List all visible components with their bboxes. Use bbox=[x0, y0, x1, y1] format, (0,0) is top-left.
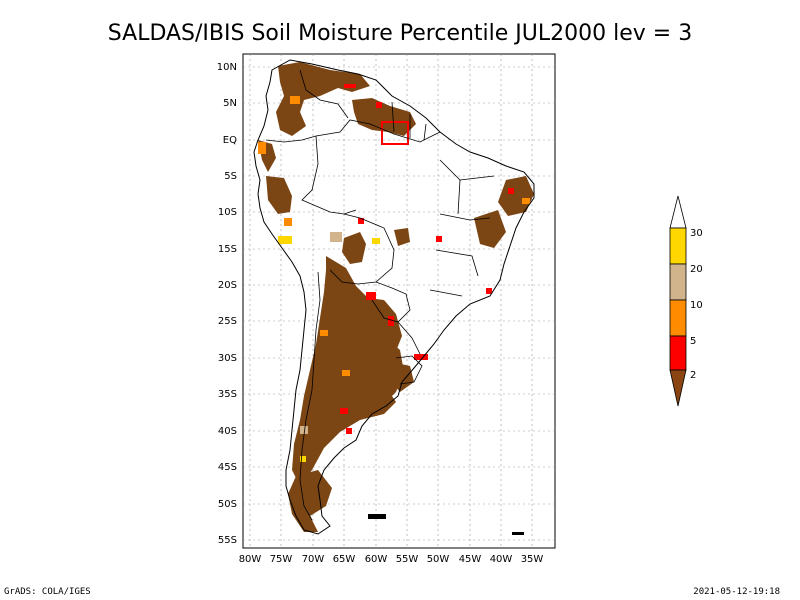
colorbar-swatch-tan bbox=[669, 263, 687, 301]
colorbar-swatch-red bbox=[669, 335, 687, 371]
falkland-islands bbox=[368, 514, 386, 519]
shade-guianas bbox=[352, 98, 416, 136]
islands bbox=[368, 514, 524, 535]
accent-orange-argentina bbox=[342, 370, 350, 376]
colorbar-label: 20 bbox=[690, 264, 703, 275]
percentile-accents bbox=[258, 84, 530, 462]
colorbar-top-triangle bbox=[669, 195, 687, 229]
lat-label: 35S bbox=[218, 389, 237, 400]
accent-tan-chile bbox=[300, 426, 308, 434]
border-argentina-chile bbox=[299, 271, 321, 521]
lat-label: 25S bbox=[218, 316, 237, 327]
colorbar-swatch-gold bbox=[669, 227, 687, 265]
accent-red-guianas bbox=[376, 102, 382, 108]
border-guianas bbox=[391, 101, 427, 141]
country-borders bbox=[265, 69, 495, 521]
lon-label: 55W bbox=[396, 554, 419, 565]
accent-tan-bolivia bbox=[330, 232, 342, 242]
lat-axis: 10N 5N EQ 5S 10S 15S 20S 25S 30S 35S 40S… bbox=[217, 62, 237, 546]
lon-label: 60W bbox=[365, 554, 388, 565]
colorbar-label: 10 bbox=[690, 300, 703, 311]
accent-gold-peru bbox=[278, 236, 292, 244]
shade-east-brazil bbox=[474, 210, 506, 248]
border-brazil-states bbox=[429, 159, 495, 297]
shade-patagonia bbox=[288, 470, 332, 532]
lon-label: 45W bbox=[459, 554, 482, 565]
lon-axis: 80W 75W 70W 65W 60W 55W 50W 45W 40W 35W bbox=[239, 554, 544, 565]
south-georgia bbox=[512, 532, 524, 535]
colorbar-bottom-triangle bbox=[669, 369, 687, 407]
lat-label: 10S bbox=[218, 207, 237, 218]
border-colombia-peru bbox=[265, 135, 317, 143]
footer-credit: GrADS: COLA/IGES bbox=[4, 587, 91, 597]
lat-label: 10N bbox=[217, 62, 237, 73]
colorbar-label: 5 bbox=[690, 336, 696, 347]
lon-label: 65W bbox=[333, 554, 356, 565]
map-panel: 10N 5N EQ 5S 10S 15S 20S 25S 30S 35S 40S… bbox=[217, 53, 556, 565]
shade-uruguay bbox=[390, 362, 414, 392]
map-title: SALDAS/IBIS Soil Moisture Percentile JUL… bbox=[108, 21, 692, 46]
lat-label: EQ bbox=[223, 135, 237, 146]
footer-timestamp: 2021-05-12-19:18 bbox=[693, 587, 780, 597]
colorbar-label: 2 bbox=[690, 370, 696, 381]
border-uruguay bbox=[395, 355, 423, 385]
shade-bolivia bbox=[342, 232, 366, 264]
lat-label: 50S bbox=[218, 499, 237, 510]
lat-label: 30S bbox=[218, 353, 237, 364]
lon-label: 40W bbox=[490, 554, 513, 565]
accent-red-mato-grosso bbox=[358, 218, 364, 224]
accent-red-parana bbox=[388, 316, 394, 326]
lon-label: 80W bbox=[239, 554, 262, 565]
shade-peru-highlands bbox=[266, 176, 292, 214]
lon-label: 70W bbox=[302, 554, 325, 565]
accent-orange-peru bbox=[284, 218, 292, 226]
accent-red-east-brazil bbox=[486, 288, 492, 294]
shade-mato-grosso bbox=[394, 228, 410, 246]
shade-northeast-brazil bbox=[498, 176, 534, 216]
accent-orange-andes bbox=[320, 330, 328, 336]
colorbar-swatch-orange bbox=[669, 299, 687, 337]
accent-gold-patagonia bbox=[300, 456, 306, 462]
colorbar-label: 30 bbox=[690, 228, 703, 239]
lat-label: 15S bbox=[218, 244, 237, 255]
shade-argentina-pampas bbox=[358, 336, 404, 404]
lon-label: 50W bbox=[427, 554, 450, 565]
border-colombia-venezuela bbox=[299, 69, 349, 119]
accent-red-box-guianas bbox=[381, 121, 409, 145]
accent-red-patagonia bbox=[346, 428, 352, 434]
lon-label: 75W bbox=[270, 554, 293, 565]
accent-red-chaco bbox=[366, 292, 376, 300]
border-bolivia bbox=[329, 213, 395, 285]
lon-label: 35W bbox=[521, 554, 544, 565]
accent-red-venezuela bbox=[344, 84, 356, 88]
lat-label: 5N bbox=[223, 98, 237, 109]
shade-venezuela-colombia bbox=[276, 62, 370, 136]
accent-orange-brazil-ne bbox=[522, 198, 530, 204]
accent-orange-colombia bbox=[290, 96, 300, 104]
accent-red-south-brazil bbox=[414, 354, 428, 360]
colorbar: 30 20 10 5 2 bbox=[669, 195, 703, 407]
coastline bbox=[253, 59, 535, 535]
accent-gold-bolivia bbox=[372, 238, 380, 244]
lat-label: 20S bbox=[218, 280, 237, 291]
lat-label: 5S bbox=[224, 171, 237, 182]
lat-label: 45S bbox=[218, 462, 237, 473]
border-brazil-north bbox=[315, 119, 441, 143]
lat-label: 55S bbox=[218, 535, 237, 546]
border-paraguay bbox=[371, 281, 411, 323]
accent-red-argentina bbox=[340, 408, 348, 414]
accent-orange-ecuador bbox=[258, 142, 266, 154]
lat-label: 40S bbox=[218, 426, 237, 437]
accent-red-brazil-ne bbox=[508, 188, 514, 194]
border-argentina-brazil bbox=[397, 321, 421, 355]
accent-red-goias bbox=[436, 236, 442, 242]
